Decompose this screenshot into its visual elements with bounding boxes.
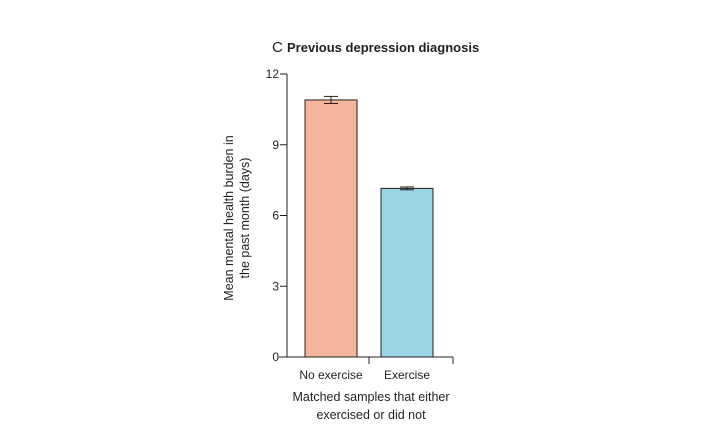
y-tick-label: 0	[272, 350, 279, 364]
y-tick-label: 3	[272, 279, 279, 293]
y-axis-title: Mean mental health burden in the past mo…	[222, 135, 252, 300]
y-tick-label: 9	[272, 138, 279, 152]
x-tick-label: No exercise	[299, 368, 363, 382]
x-axis-title-line-1: Matched samples that either	[292, 390, 449, 404]
y-axis-title-line-1: Mean mental health burden in	[222, 135, 236, 300]
y-axis: 0 3 6 9 12	[266, 67, 288, 364]
x-tick-label: Exercise	[384, 368, 430, 382]
chart-title: Previous depression diagnosis	[287, 40, 479, 55]
x-axis: No exercise Exercise	[279, 356, 454, 382]
bar	[304, 99, 358, 358]
panel-letter: C	[272, 39, 283, 56]
y-axis-title-line-2: the past month (days)	[238, 158, 252, 279]
y-tick-label: 6	[272, 209, 279, 223]
y-tick-label: 12	[266, 67, 280, 81]
bars	[304, 95, 434, 358]
x-axis-title-line-2: exercised or did not	[316, 408, 426, 422]
bar	[380, 187, 434, 358]
